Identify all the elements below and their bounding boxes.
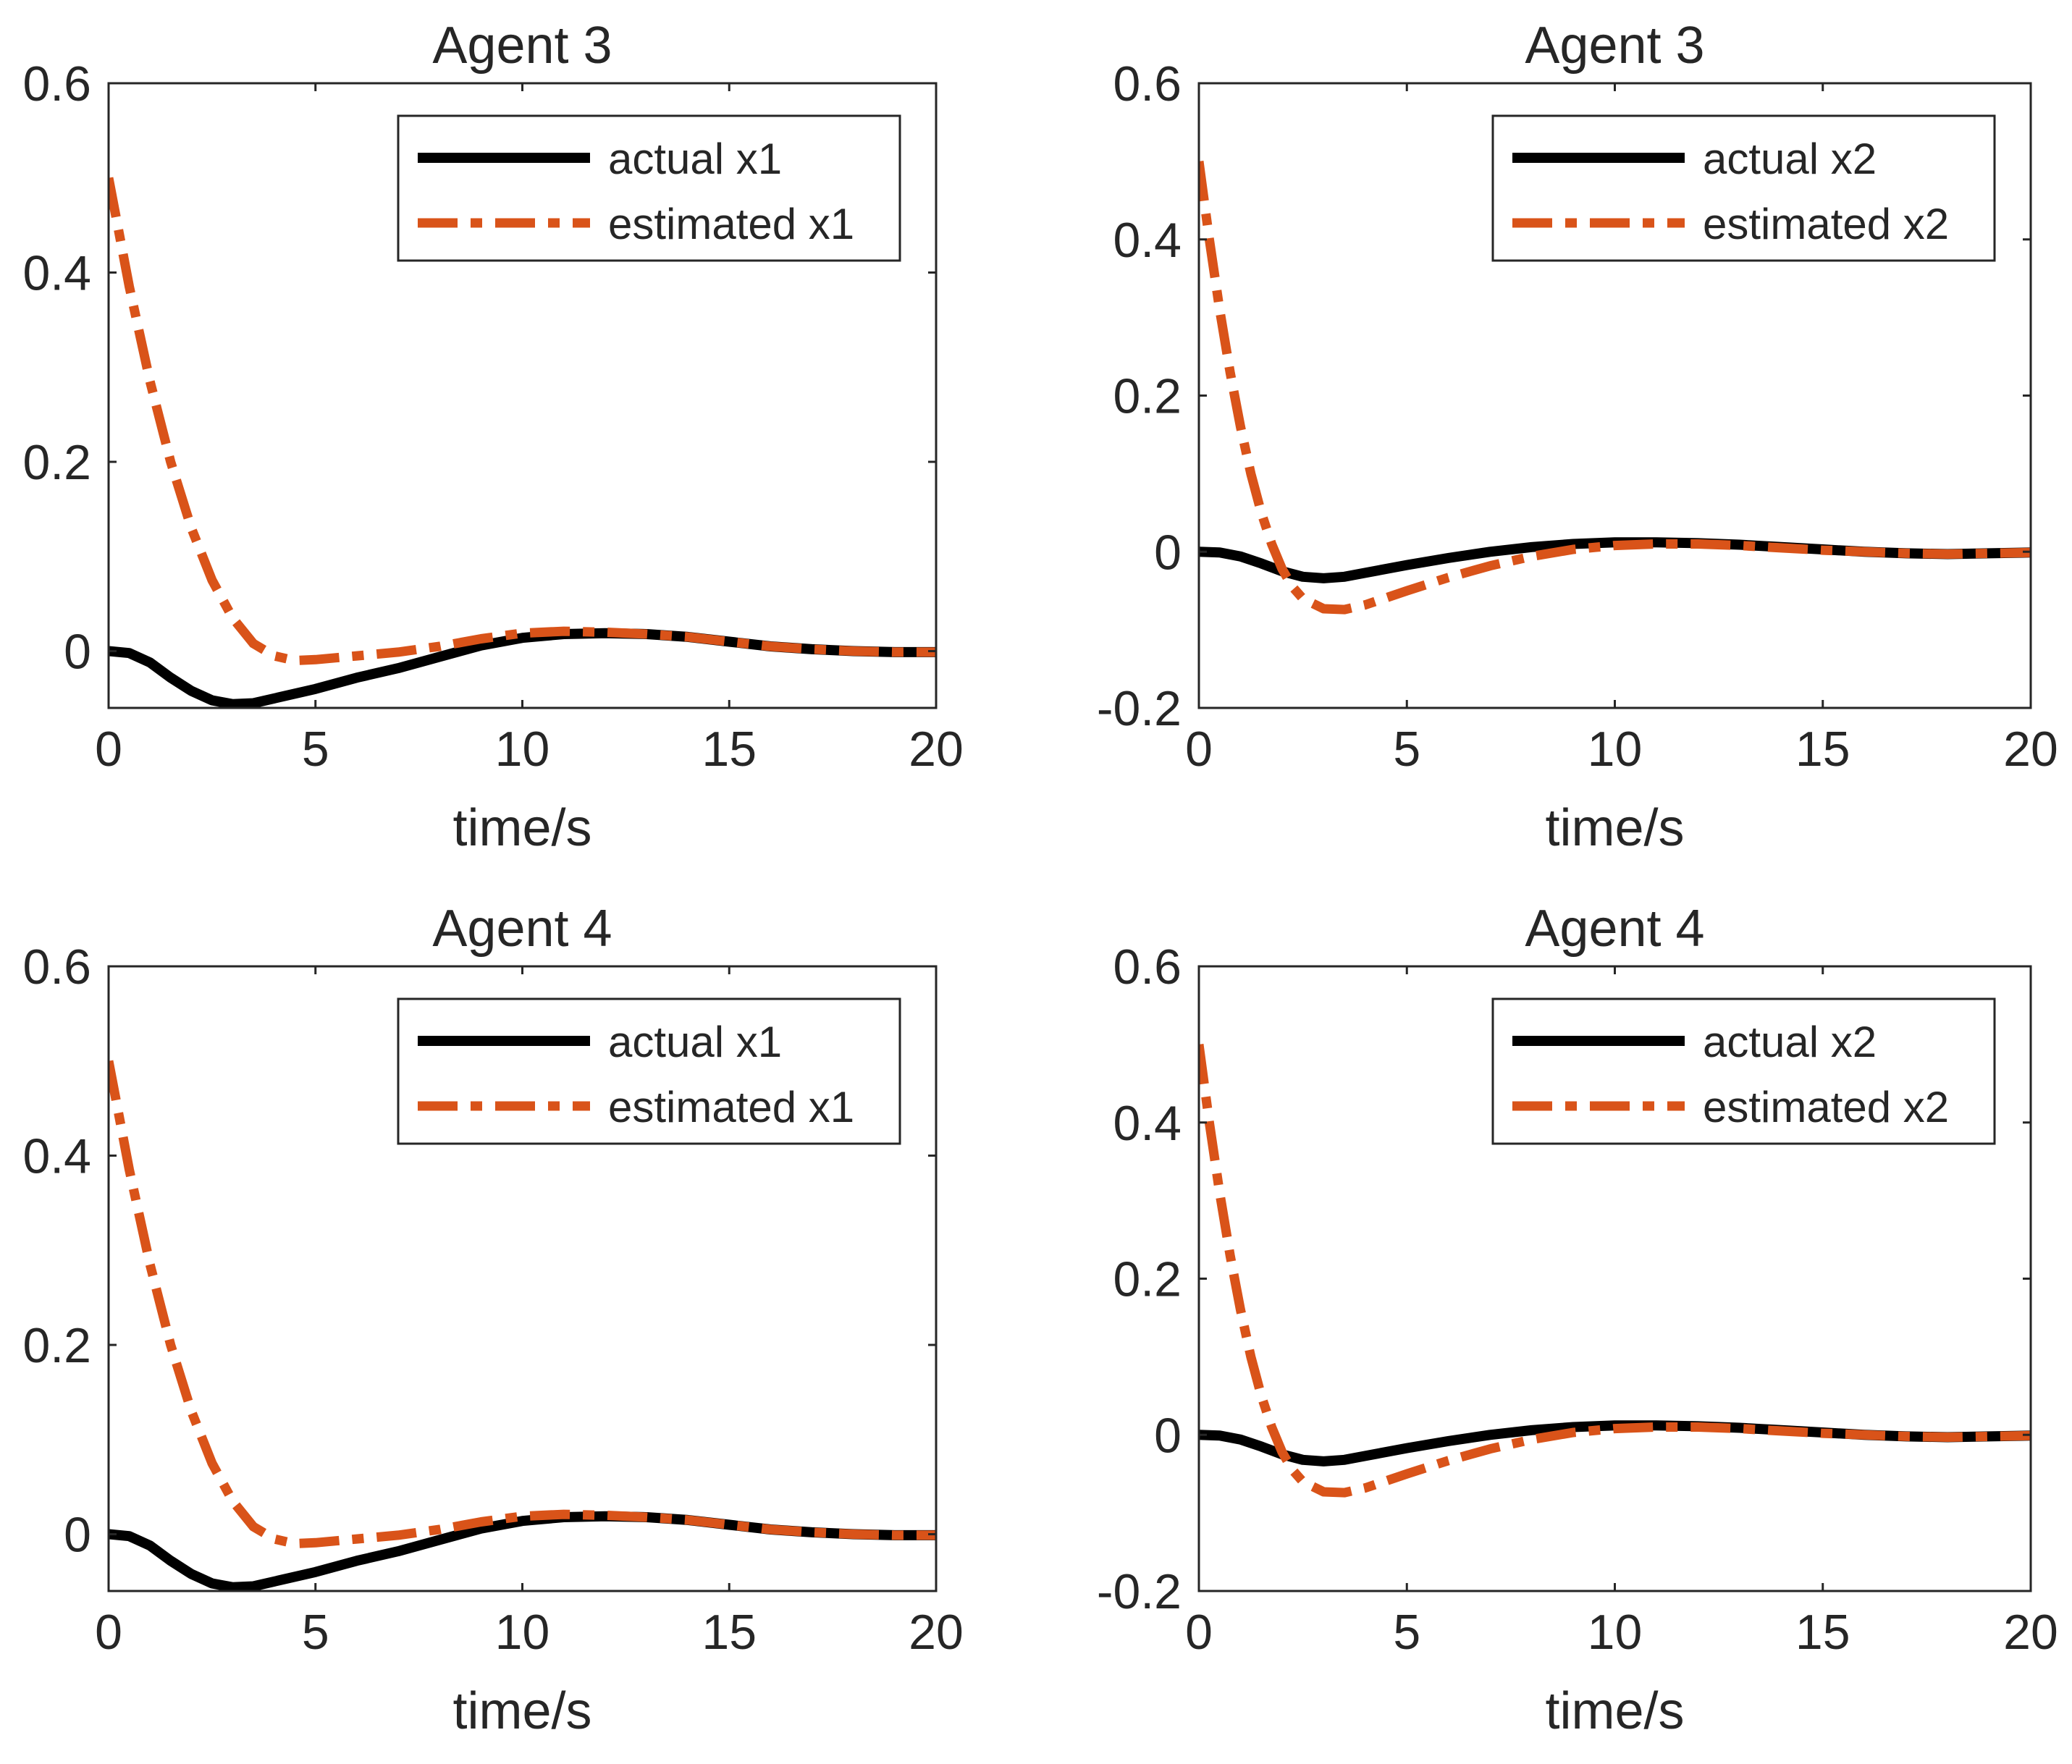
- y-tick-label: 0.2: [22, 1318, 91, 1373]
- subplot-title: Agent 3: [1525, 17, 1704, 75]
- x-tick-label: 15: [702, 722, 757, 777]
- x-tick-label: 10: [1588, 1605, 1643, 1660]
- x-tick-label: 0: [95, 722, 122, 777]
- y-tick-label: 0.4: [22, 246, 91, 301]
- legend-label-actual: actual x2: [1703, 135, 1877, 183]
- x-tick-label: 20: [2003, 1605, 2058, 1660]
- legend: actual x1 estimated x1: [397, 114, 901, 262]
- x-tick-label: 15: [1795, 722, 1850, 777]
- legend-box: [1491, 114, 1996, 262]
- estimated-series-line: [109, 1060, 936, 1549]
- subplot-agent4-x1: 0 5 10 15 20 0 0.2 0.4 0.6 Agent 4 time/s actual x1…: [22, 900, 963, 1740]
- subplot-title: Agent 3: [432, 17, 612, 75]
- y-tick-label: 0.2: [22, 435, 91, 490]
- subplot-title: Agent 4: [432, 900, 612, 958]
- x-tick-label: 5: [1393, 1605, 1420, 1660]
- y-tick-label: 0.4: [1113, 1096, 1182, 1151]
- legend-box: [1491, 997, 1996, 1145]
- legend-box: [397, 997, 901, 1145]
- legend-label-estimated: estimated x2: [1703, 200, 1949, 248]
- legend-label-estimated: estimated x1: [608, 200, 854, 248]
- y-tick-label: 0.6: [22, 940, 91, 995]
- legend-label-actual: actual x1: [608, 1018, 782, 1066]
- y-tick-label: 0.4: [1113, 213, 1182, 268]
- x-axis-label: time/s: [1545, 799, 1684, 857]
- legend-label-estimated: estimated x1: [608, 1083, 854, 1131]
- subplot-agent3-x1: 0 5 10 15 20 0 0.2 0.4 0.6 Agent 3 time/s actual x1…: [22, 17, 963, 857]
- x-tick-label: 15: [702, 1605, 757, 1660]
- x-tick-label: 10: [1588, 722, 1643, 777]
- x-tick-label: 5: [302, 722, 329, 777]
- y-tick-label: 0.2: [1113, 369, 1182, 424]
- x-tick-label: 0: [95, 1605, 122, 1660]
- estimated-series-line: [1199, 161, 2031, 615]
- y-tick-label: 0.4: [22, 1129, 91, 1184]
- subplot-title: Agent 4: [1525, 900, 1704, 958]
- estimated-series-line: [1199, 1044, 2031, 1498]
- x-tick-label: 0: [1185, 722, 1213, 777]
- legend: actual x1 estimated x1: [397, 997, 901, 1145]
- y-tick-label: 0: [1154, 1408, 1182, 1463]
- legend-label-estimated: estimated x2: [1703, 1083, 1949, 1131]
- legend: actual x2 estimated x2: [1491, 997, 1996, 1145]
- x-tick-label: 5: [302, 1605, 329, 1660]
- x-axis-label: time/s: [1545, 1682, 1684, 1740]
- x-tick-label: 20: [2003, 722, 2058, 777]
- y-tick-label: 0: [1154, 525, 1182, 580]
- y-tick-label: 0: [64, 1508, 91, 1563]
- legend-label-actual: actual x1: [608, 135, 782, 183]
- x-tick-label: 10: [495, 722, 550, 777]
- y-tick-label: 0.6: [22, 56, 91, 111]
- x-tick-label: 20: [909, 722, 964, 777]
- legend-label-actual: actual x2: [1703, 1018, 1877, 1066]
- x-tick-label: 5: [1393, 722, 1420, 777]
- x-tick-label: 10: [495, 1605, 550, 1660]
- y-tick-label: 0.6: [1113, 940, 1182, 995]
- y-tick-label: 0.2: [1113, 1252, 1182, 1307]
- legend-box: [397, 114, 901, 262]
- x-tick-label: 15: [1795, 1605, 1850, 1660]
- x-tick-label: 0: [1185, 1605, 1213, 1660]
- x-tick-label: 20: [909, 1605, 964, 1660]
- x-axis-label: time/s: [452, 1682, 591, 1740]
- y-tick-label: 0: [64, 625, 91, 680]
- legend: actual x2 estimated x2: [1491, 114, 1996, 262]
- y-tick-label: -0.2: [1097, 1564, 1182, 1619]
- estimated-series-line: [109, 177, 936, 666]
- x-axis-label: time/s: [452, 799, 591, 857]
- y-tick-label: 0.6: [1113, 56, 1182, 111]
- y-tick-label: -0.2: [1097, 681, 1182, 736]
